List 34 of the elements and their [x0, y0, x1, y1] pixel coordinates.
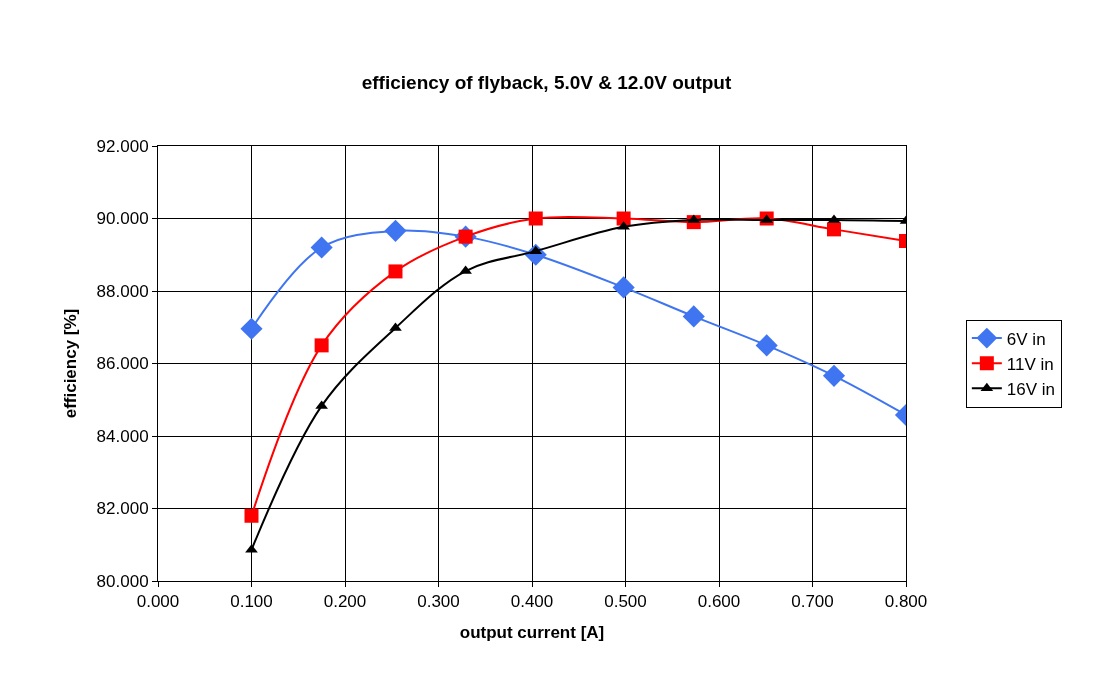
- y-tick-label: 82.000: [96, 499, 149, 519]
- point: [388, 264, 403, 279]
- point: [827, 222, 842, 237]
- x-tick-label: 0.700: [791, 592, 834, 612]
- point: [244, 508, 259, 523]
- y-tick-label: 84.000: [96, 426, 149, 446]
- y-tick-label: 80.000: [96, 571, 149, 591]
- point: [528, 211, 543, 226]
- point: [755, 334, 778, 357]
- x-tick-label: 0.200: [323, 592, 367, 612]
- y-tick-label: 92.000: [96, 136, 149, 156]
- point: [682, 305, 705, 328]
- y-tick-label: 86.000: [96, 354, 149, 374]
- point: [240, 317, 263, 340]
- x-tick-label: 0.400: [510, 592, 554, 612]
- x-axis-title: output current [A]: [459, 622, 605, 642]
- x-tick-label: 0.800: [884, 592, 928, 612]
- chart-title: efficiency of flyback, 5.0V & 12.0V output: [361, 72, 732, 94]
- x-tick-label: 0.100: [230, 592, 273, 612]
- x-tick-label: 0.500: [604, 592, 647, 612]
- point: [314, 338, 329, 353]
- legend-label: 11V in: [1006, 354, 1054, 374]
- point: [310, 236, 333, 259]
- x-tick-label: 0.000: [136, 592, 180, 612]
- y-tick-label: 90.000: [96, 209, 149, 229]
- point: [384, 219, 407, 242]
- x-tick-label: 0.300: [417, 592, 460, 612]
- x-tick-label: 0.600: [697, 592, 741, 612]
- y-axis-title: efficiency [%]: [61, 308, 81, 419]
- point: [822, 364, 846, 387]
- point: [612, 276, 635, 299]
- legend-label: 6V in: [1006, 329, 1046, 349]
- y-tick-label: 88.000: [96, 281, 149, 301]
- legend-label: 16V in: [1006, 379, 1056, 399]
